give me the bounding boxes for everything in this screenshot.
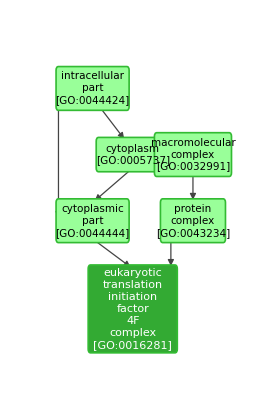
FancyBboxPatch shape bbox=[56, 67, 129, 110]
Text: cytoplasmic
part
[GO:0044444]: cytoplasmic part [GO:0044444] bbox=[55, 204, 130, 238]
FancyBboxPatch shape bbox=[96, 137, 169, 172]
Text: cytoplasm
[GO:0005737]: cytoplasm [GO:0005737] bbox=[96, 144, 170, 166]
Text: protein
complex
[GO:0043234]: protein complex [GO:0043234] bbox=[156, 204, 230, 238]
Text: macromolecular
complex
[GO:0032991]: macromolecular complex [GO:0032991] bbox=[150, 137, 235, 172]
Text: intracellular
part
[GO:0044424]: intracellular part [GO:0044424] bbox=[55, 72, 130, 106]
FancyBboxPatch shape bbox=[56, 199, 129, 243]
FancyBboxPatch shape bbox=[154, 133, 232, 176]
FancyBboxPatch shape bbox=[88, 265, 177, 353]
FancyBboxPatch shape bbox=[160, 199, 226, 243]
Text: eukaryotic
translation
initiation
factor
4F
complex
[GO:0016281]: eukaryotic translation initiation factor… bbox=[93, 268, 172, 350]
